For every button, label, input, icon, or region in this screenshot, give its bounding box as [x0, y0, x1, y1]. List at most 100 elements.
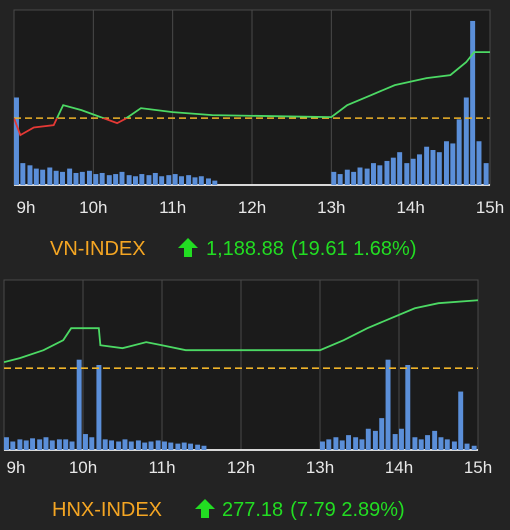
volume-bar [179, 176, 184, 185]
volume-bar [359, 439, 365, 450]
chart-panel: 9h 10h 11h 12h 13h 14h 15h HNX-INDEX 277.18 (7.79… [3, 279, 492, 521]
volume-bar [205, 178, 211, 185]
volume-bar [168, 442, 174, 450]
x-tick-label: 14h [385, 458, 413, 477]
volume-bar [175, 443, 181, 450]
volume-bar [60, 171, 65, 185]
price-change: (7.79 2.89%) [290, 499, 405, 521]
volume-bar [418, 439, 424, 450]
volume-bar [146, 175, 152, 185]
volume-bar [40, 169, 46, 185]
volume-bar [4, 437, 9, 450]
volume-bar [424, 146, 430, 185]
x-tick-label: 12h [227, 458, 255, 477]
volume-bar [73, 172, 79, 185]
x-tick-label: 11h [159, 198, 186, 217]
price-line [4, 299, 478, 363]
price-change: (19.61 1.68%) [291, 238, 417, 260]
volume-bar [333, 437, 339, 450]
volume-bar [102, 439, 108, 450]
volume-bar [483, 163, 489, 185]
volume-bar [23, 440, 29, 450]
volume-bar [371, 163, 376, 185]
x-tick-label: 12h [238, 198, 266, 217]
volume-bar [43, 437, 49, 450]
volume-bar [155, 440, 161, 450]
volume-bar [119, 171, 125, 185]
volume-bar [113, 174, 119, 185]
volume-bar [69, 441, 75, 450]
chart-panel: 9h 10h 11h 12h 13h 14h 15h VN-INDEX 1,188.88 (19.… [13, 9, 504, 260]
volume-bar [377, 165, 383, 185]
volume-bar [346, 435, 352, 450]
x-tick-label: 10h [79, 198, 107, 217]
volume-bar [201, 445, 207, 450]
volume-bar [20, 163, 26, 185]
volume-bar [451, 441, 457, 450]
volume-bar [159, 176, 165, 185]
volume-bar [456, 119, 462, 185]
volume-bar [417, 154, 422, 185]
volume-bar [331, 171, 337, 185]
price-line-below [14, 118, 128, 137]
volume-bar [126, 175, 132, 185]
volume-bar [390, 157, 396, 185]
volume-bar [365, 428, 371, 450]
volume-bar [139, 174, 145, 185]
volume-bar [438, 437, 444, 450]
volume-bar [450, 143, 456, 185]
index-name: VN-INDEX [50, 238, 146, 260]
volume-bar [116, 441, 122, 450]
volume-bar [372, 430, 378, 450]
volume-bar [425, 435, 431, 450]
volume-bar [27, 165, 33, 185]
volume-bar [109, 440, 115, 450]
last-price: 277.18 [222, 499, 283, 521]
volume-bar [33, 168, 39, 185]
volume-bar [188, 443, 194, 450]
x-tick-label: 9h [17, 198, 36, 217]
volume-bar [53, 170, 59, 185]
index-value: 277.18 (7.79 2.89%) [222, 499, 405, 521]
volume-bar [432, 430, 438, 450]
volume-bar [357, 167, 363, 185]
volume-bar [86, 170, 92, 185]
volume-bar [436, 152, 442, 185]
volume-bar [76, 359, 82, 450]
volume-bar [142, 442, 148, 450]
volume-bar [384, 160, 390, 185]
volume-bar [67, 168, 73, 185]
volume-bar [320, 441, 325, 450]
volume-bar [405, 365, 411, 450]
volume-bar [379, 418, 385, 450]
volume-bar [133, 176, 138, 185]
volume-bar [79, 171, 85, 185]
x-tick-label: 14h [396, 198, 424, 217]
volume-bar [186, 175, 192, 185]
index-name: HNX-INDEX [52, 499, 162, 521]
volume-bar [152, 172, 158, 185]
x-tick-label: 15h [476, 198, 504, 217]
volume-bar [464, 443, 470, 450]
x-tick-label: 10h [69, 458, 97, 477]
index-value: 1,188.88 (19.61 1.68%) [206, 238, 417, 260]
up-arrow [195, 499, 215, 518]
volume-bar [337, 174, 343, 185]
volume-bar [83, 434, 88, 450]
volume-bar [404, 163, 410, 185]
volume-bar [326, 439, 332, 450]
volume-bar [47, 167, 53, 185]
volume-bar [463, 97, 469, 185]
volume-bar [106, 175, 112, 185]
volume-bar [128, 441, 134, 450]
volume-bar [17, 439, 23, 450]
volume-bar [99, 172, 105, 185]
volume-bar [212, 180, 218, 185]
volume-bar [458, 391, 464, 450]
volume-bar [198, 176, 204, 185]
volume-bar [397, 152, 403, 185]
up-arrow [178, 238, 198, 257]
volume-bar [172, 174, 178, 185]
x-tick-label: 9h [7, 458, 26, 477]
